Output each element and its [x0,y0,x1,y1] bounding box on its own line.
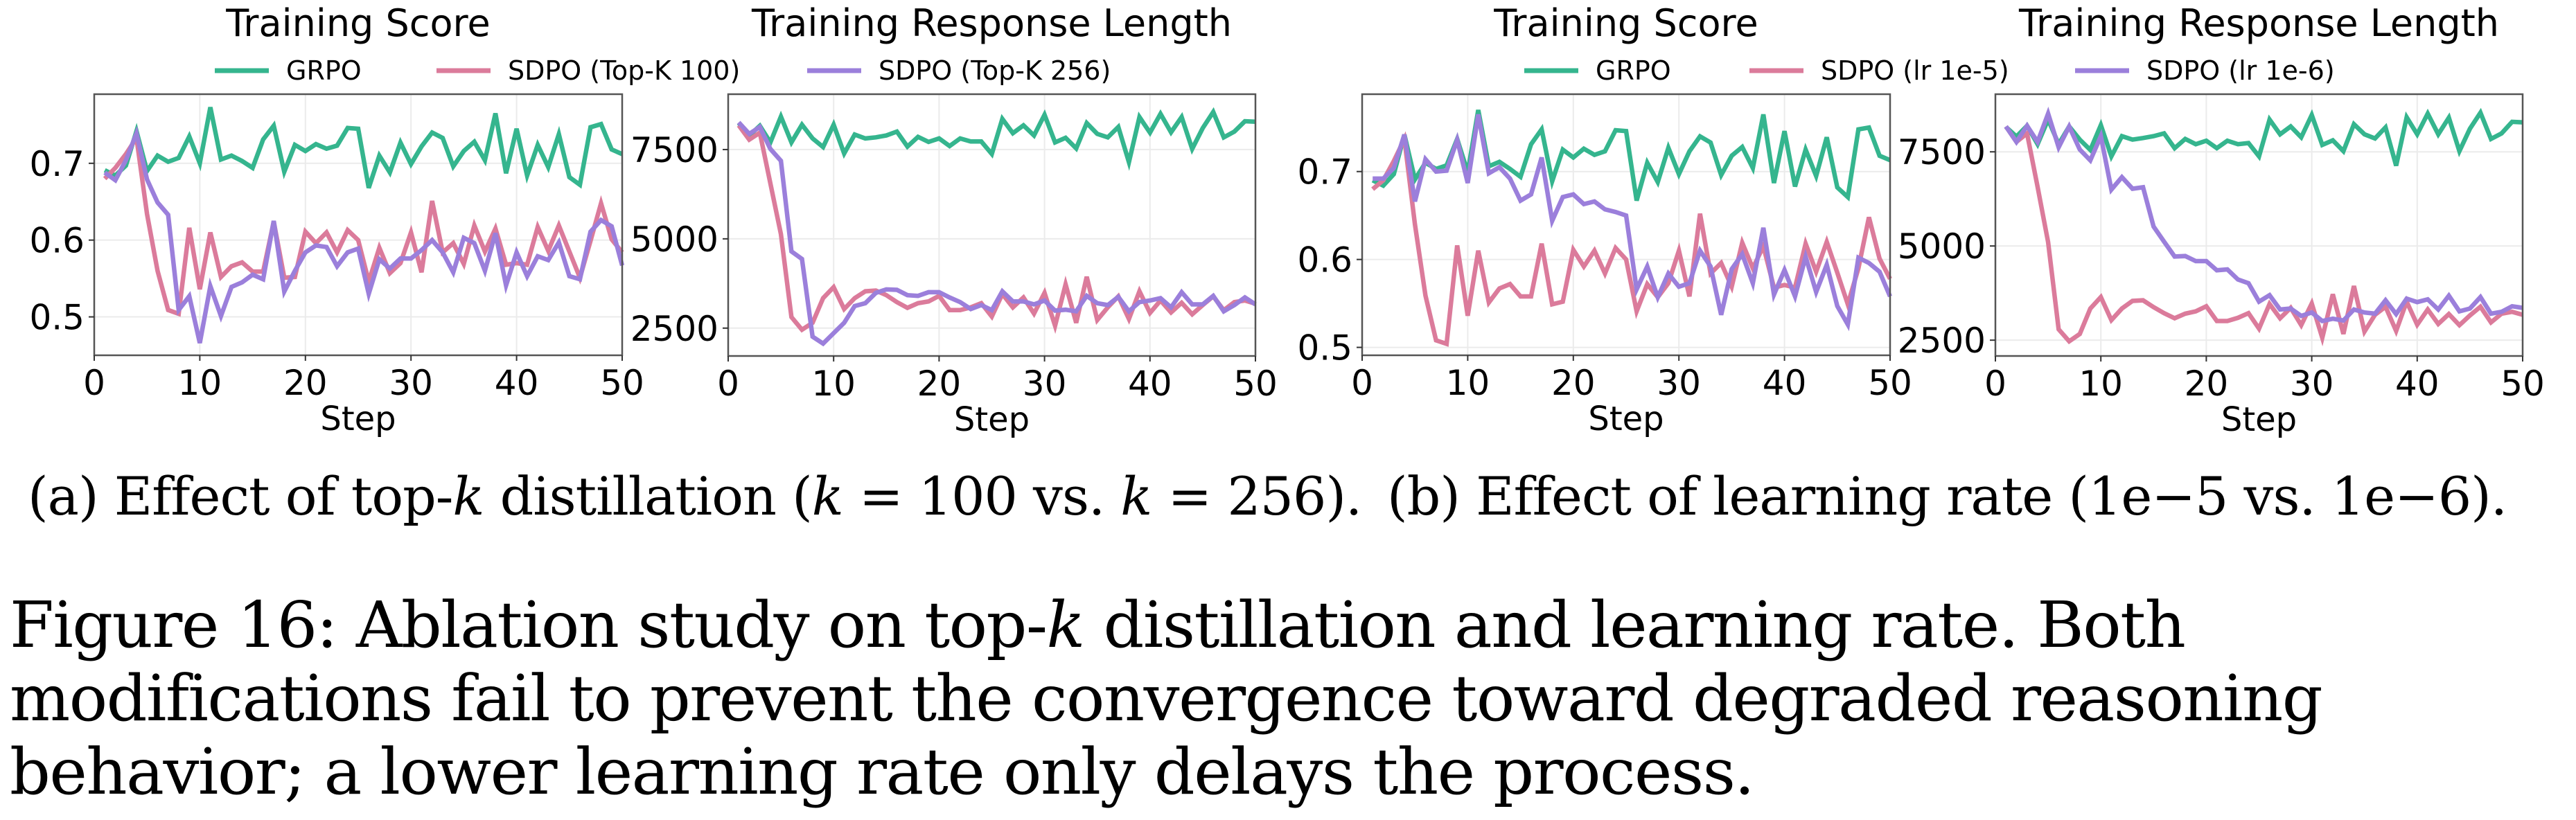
series-line-sdpo-top-k-100 [103,132,624,317]
legend-label: GRPO [286,55,362,86]
math-k: k [452,465,484,527]
figure-caption: Figure 16: Ablation study on top-k disti… [10,589,2573,809]
x-tick-label: 50 [1868,363,1912,403]
y-tick-label: 7500 [630,130,718,170]
legend-label: SDPO (Top-K 256) [879,55,1111,86]
legend-a: GRPO SDPO (Top-K 100) SDPO (Top-K 256) [215,55,1111,86]
series-line-sdpo-top-k-256 [736,121,1257,347]
subcaption-b: (b) Effect of learning rate (1e−5 vs. 1e… [1387,465,2507,527]
x-tick-label: 30 [1657,363,1701,403]
y-tick-label: 5000 [1898,226,1986,267]
x-axis-label: Step [2221,400,2297,439]
series-line-sdpo-lr-1e-6 [2004,106,2523,324]
x-tick-label: 0 [717,364,739,404]
x-tick-label: 40 [1128,364,1172,404]
subcaption-a-text: = 100 vs. [843,465,1121,527]
chart-title: Training Response Length [751,1,1232,45]
subcaption-a-text: distillation ( [484,465,813,527]
figure-16-charts: 0 10 20 30 40 50 0.5 0.6 0.7 Step Training Score 0 1… [29,1,2545,439]
x-tick-label: 50 [1233,364,1278,404]
x-tick-label: 0 [83,363,105,403]
axes-frame [727,93,1257,357]
y-tick-label: 5000 [630,220,718,260]
x-tick-label: 20 [2185,364,2229,404]
x-axis-label: Step [320,400,396,438]
series-line-sdpo-top-k-256 [103,125,625,344]
legend-label: SDPO (lr 1e-5) [1821,55,2009,86]
x-tick-label: 20 [283,363,328,403]
math-k: k [1120,465,1152,527]
x-tick-label: 10 [1446,363,1490,403]
figure-caption-text: Figure 16: Ablation study on top- [10,588,1048,662]
chart-title: Training Response Length [2018,1,2499,45]
x-tick-label: 10 [2079,364,2123,404]
x-tick-label: 0 [1984,364,2006,404]
subcaption-a-text: = 256). [1152,465,1362,527]
x-tick-label: 30 [389,363,433,403]
y-tick-label: 0.7 [1297,152,1352,193]
x-tick-label: 50 [2500,364,2545,404]
x-axis-label: Step [1588,400,1664,438]
chart-2: 0 10 20 30 40 50 2500 5000 7500 Step Training Resp… [630,1,1278,439]
axes-frame [1361,93,1891,357]
math-k: k [1046,588,1086,662]
y-tick-label: 0.5 [29,298,85,338]
axes-frame [1994,93,2524,357]
subcaption-a-text: (a) Effect of top- [28,465,453,527]
y-tick-label: 2500 [1898,321,1986,361]
legend-label: SDPO (lr 1e-6) [2146,55,2335,86]
axes-frame [93,93,624,357]
math-k: k [811,465,844,527]
y-tick-label: 2500 [630,309,718,349]
y-tick-label: 0.5 [1297,328,1352,368]
x-tick-label: 40 [495,363,539,403]
x-tick-label: 50 [600,363,644,403]
series-line-grpo [736,107,1256,171]
x-tick-label: 30 [2290,364,2334,404]
series-line-sdpo-lr-1e-5 [2004,125,2523,347]
x-tick-label: 10 [178,363,222,403]
legend-b: GRPO SDPO (lr 1e-5) SDPO (lr 1e-6) [1524,55,2335,86]
legend-label: SDPO (Top-K 100) [508,55,740,86]
x-axis-label: Step [954,400,1030,439]
x-tick-label: 40 [1763,363,1807,403]
chart-4: 0 10 20 30 40 50 2500 5000 7500 Step Training Resp… [1898,1,2545,439]
figure-caption-text: distillation and learning rate. Both mod… [10,588,2323,809]
x-tick-label: 20 [917,364,962,404]
y-tick-label: 0.6 [29,221,85,261]
series-line-grpo [2004,107,2523,167]
chart-3: 0 10 20 30 40 50 0.5 0.6 0.7 Step Training Score [1297,1,1912,438]
legend-label: GRPO [1596,55,1671,86]
chart-1: 0 10 20 30 40 50 0.5 0.6 0.7 Step Training Score [29,1,644,438]
chart-title: Training Score [225,1,490,45]
series-line-sdpo-lr-1e-5 [1371,131,1892,347]
y-tick-label: 0.7 [29,144,85,184]
x-tick-label: 10 [811,364,856,404]
subcaption-a: (a) Effect of top-k distillation (k = 10… [28,465,1362,527]
x-tick-label: 20 [1551,363,1596,403]
series-line-sdpo-lr-1e-6 [1373,114,1892,332]
y-tick-label: 7500 [1898,132,1986,172]
series-line-grpo [103,107,624,189]
x-tick-label: 40 [2395,364,2440,404]
y-tick-label: 0.6 [1297,240,1352,280]
chart-title: Training Score [1493,1,1758,45]
x-tick-label: 0 [1351,363,1373,403]
x-tick-label: 30 [1023,364,1067,404]
